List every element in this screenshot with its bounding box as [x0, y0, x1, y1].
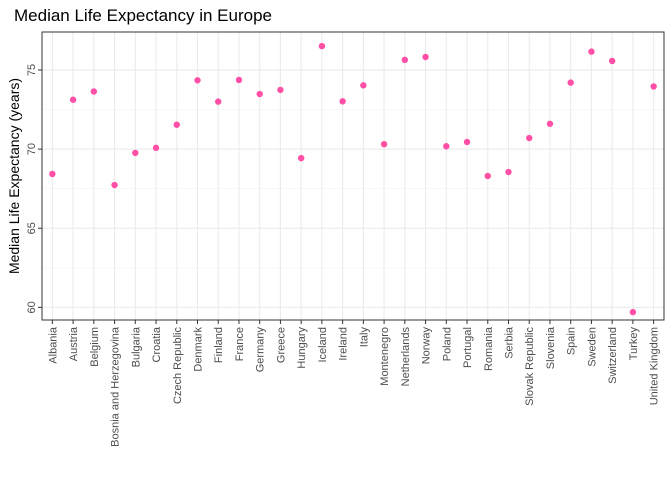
x-tick-label: France [234, 327, 246, 361]
x-tick-label: Spain [566, 327, 578, 355]
y-tick-label: 60 [26, 301, 38, 313]
x-tick-label: Albania [47, 326, 59, 364]
x-tick-label: Switzerland [607, 327, 619, 384]
y-tick-label: 65 [26, 222, 38, 234]
x-tick-label: Norway [421, 327, 433, 365]
x-tick-label: Portugal [462, 327, 474, 368]
x-tick-label: Czech Republic [172, 327, 184, 405]
data-point [650, 83, 657, 90]
data-point [505, 168, 512, 176]
data-point [546, 120, 554, 127]
x-tick-label: Poland [441, 327, 453, 361]
chart-title: Median Life Expectancy in Europe [14, 6, 272, 25]
data-point [215, 98, 222, 105]
x-tick-label: Greece [275, 327, 287, 363]
x-axis: Albania Austria Belgium Bosnia and Herzegov… [47, 320, 661, 447]
data-point [608, 57, 616, 65]
x-tick-label: Hungary [296, 327, 308, 369]
data-point [629, 308, 637, 316]
x-tick-label: Slovak Republic [524, 327, 536, 406]
x-tick-label: Iceland [317, 327, 329, 362]
x-tick-label: Croatia [151, 326, 163, 362]
data-point [588, 48, 595, 55]
y-tick-label: 75 [26, 64, 38, 76]
data-point [49, 170, 56, 178]
data-point [463, 138, 471, 146]
data-point [339, 98, 346, 105]
x-tick-label: Finland [213, 327, 225, 363]
x-tick-label: Bulgaria [130, 326, 142, 367]
data-point [443, 143, 450, 150]
x-tick-label: Montenegro [379, 327, 391, 386]
data-point [360, 82, 367, 89]
plot-panel [41, 31, 665, 321]
data-point [132, 149, 139, 157]
data-point [69, 96, 77, 103]
data-point [90, 88, 98, 95]
data-point [567, 79, 574, 86]
x-tick-label: Austria [68, 326, 80, 361]
x-tick-label: Turkey [628, 327, 640, 361]
data-point [401, 56, 409, 64]
data-point [256, 90, 263, 98]
data-point [111, 181, 118, 189]
y-tick-label: 70 [26, 143, 38, 155]
x-tick-label: Ireland [338, 327, 350, 361]
data-points [49, 42, 657, 316]
data-point [484, 172, 491, 180]
data-point [152, 144, 160, 152]
data-point [422, 53, 429, 61]
y-axis-title: Median Life Expectancy (years) [6, 78, 22, 274]
data-point [380, 140, 388, 148]
data-point [318, 42, 326, 50]
x-tick-label: Slovenia [545, 326, 557, 369]
data-point [526, 134, 533, 142]
x-tick-label: Denmark [193, 327, 205, 372]
x-tick-label: Italy [358, 327, 370, 348]
x-tick-label: Romania [483, 326, 495, 371]
data-point [194, 77, 201, 84]
y-axis: 60 65 70 75 [26, 64, 42, 313]
x-tick-label: Serbia [504, 326, 516, 359]
data-point [235, 76, 243, 84]
data-point [297, 154, 305, 162]
x-tick-label: Germany [255, 327, 267, 373]
x-tick-label: Netherlands [400, 327, 412, 387]
data-point [173, 121, 180, 128]
x-tick-label: Bosnia and Herzegovina [110, 326, 122, 447]
grid-lines [42, 32, 664, 320]
data-point [277, 86, 284, 94]
x-tick-label: Belgium [89, 327, 101, 367]
x-tick-label: United Kingdom [649, 327, 661, 405]
x-tick-label: Sweden [586, 327, 598, 367]
